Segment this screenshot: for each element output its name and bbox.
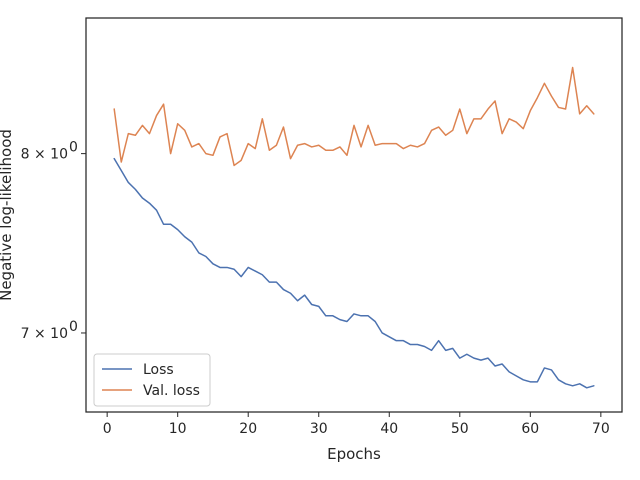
series-line-loss: [113, 157, 595, 389]
legend: Loss Val. loss: [93, 353, 211, 407]
series-layer: [113, 66, 595, 389]
y-tick-label: 7 × 10: [21, 326, 68, 342]
x-tick-label: 40: [380, 421, 398, 437]
legend-label-val-loss: Val. loss: [143, 383, 200, 399]
x-tick-label: 60: [521, 421, 539, 437]
x-tick-label: 0: [103, 421, 112, 437]
x-axis: 0 10 20 30 40 50 60 70: [103, 412, 610, 437]
y-axis-label: Negative log-likelihood: [0, 129, 15, 301]
x-axis-label: Epochs: [327, 445, 381, 463]
legend-box: [93, 353, 211, 407]
y-tick-exponent: 0: [69, 319, 78, 335]
series-line-val-loss: [113, 66, 595, 167]
y-tick-exponent: 0: [69, 140, 78, 156]
legend-label-loss: Loss: [143, 362, 174, 378]
plot-frame: [85, 17, 623, 413]
x-tick-label: 20: [239, 421, 257, 437]
x-tick-label: 10: [169, 421, 187, 437]
x-tick-label: 50: [451, 421, 469, 437]
x-tick-label: 70: [592, 421, 610, 437]
x-tick-label: 30: [310, 421, 328, 437]
y-tick-label: 8 × 10: [21, 147, 68, 163]
y-axis: 7 × 10 08 × 10 0: [21, 140, 86, 342]
